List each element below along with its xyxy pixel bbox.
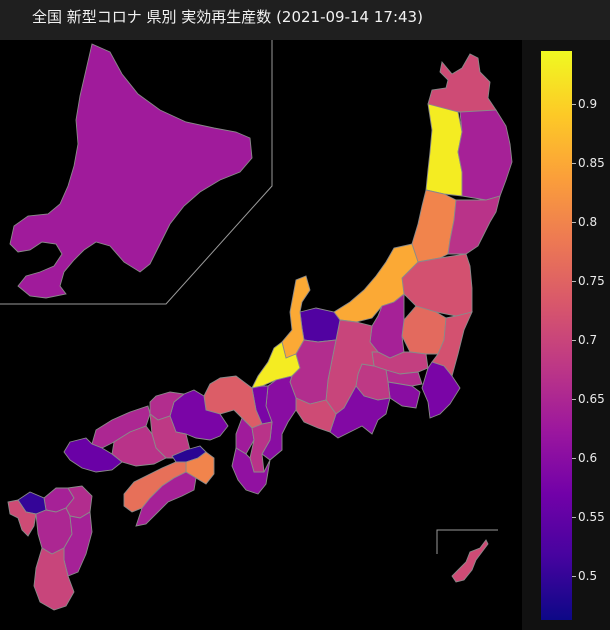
colorbar-tick-label: 0.85: [578, 156, 605, 171]
colorbar-tick-mark: [572, 222, 576, 224]
colorbar-tick-label: 0.9: [578, 97, 598, 112]
colorbar-tick-label: 0.65: [578, 392, 605, 407]
colorbar-tick-mark: [572, 104, 576, 106]
colorbar-tick-mark: [572, 163, 576, 165]
map-area[interactable]: [0, 40, 522, 630]
colorbar-tick-mark: [572, 458, 576, 460]
prefecture-miyagi[interactable]: [447, 195, 501, 255]
prefecture-kochi[interactable]: [135, 471, 197, 527]
colorbar-tick-label: 0.75: [578, 274, 605, 289]
prefecture-kagoshima[interactable]: [33, 547, 75, 611]
colorbar-tick-label: 0.7: [578, 333, 598, 348]
hokkaido-inset-frame: [0, 40, 273, 305]
header-bar: 全国 新型コロナ 県別 実効再生産数 (2021-09-14 17:43): [0, 0, 610, 40]
prefecture-nara[interactable]: [249, 421, 273, 473]
colorbar: [541, 51, 572, 620]
prefecture-aomori[interactable]: [427, 53, 497, 115]
colorbar-tick-mark: [572, 399, 576, 401]
prefecture-akita[interactable]: [425, 103, 463, 197]
colorbar-tick-label: 0.8: [578, 215, 598, 230]
prefecture-wakayama[interactable]: [231, 447, 271, 495]
prefecture-toyama[interactable]: [299, 307, 341, 343]
prefecture-okinawa[interactable]: [451, 539, 489, 583]
prefecture-fukui[interactable]: [251, 341, 301, 389]
prefecture-shizuoka[interactable]: [329, 385, 391, 439]
colorbar-tick-mark: [572, 517, 576, 519]
colorbar-tick-label: 0.6: [578, 451, 598, 466]
colorbar-tick-label: 0.55: [578, 510, 605, 525]
colorbar-tick-mark: [572, 281, 576, 283]
prefecture-hokkaido[interactable]: [9, 43, 253, 299]
prefecture-nagasaki[interactable]: [7, 499, 37, 537]
okinawa-inset-frame: [436, 529, 498, 554]
prefecture-iwate[interactable]: [457, 109, 513, 201]
prefecture-chiba[interactable]: [421, 361, 461, 419]
prefecture-tochigi[interactable]: [401, 305, 447, 355]
prefecture-yamaguchi[interactable]: [63, 437, 123, 473]
map-title: 全国 新型コロナ 県別 実効再生産数 (2021-09-14 17:43): [32, 8, 423, 26]
prefecture-aichi[interactable]: [295, 397, 337, 433]
prefecture-kanagawa[interactable]: [387, 381, 421, 409]
colorbar-tick-mark: [572, 340, 576, 342]
colorbar-tick-mark: [572, 576, 576, 578]
prefecture-miyazaki[interactable]: [63, 511, 93, 577]
colorbar-tick-label: 0.5: [578, 569, 598, 584]
choropleth-map[interactable]: [0, 40, 522, 630]
prefecture-yamagata[interactable]: [411, 189, 457, 263]
